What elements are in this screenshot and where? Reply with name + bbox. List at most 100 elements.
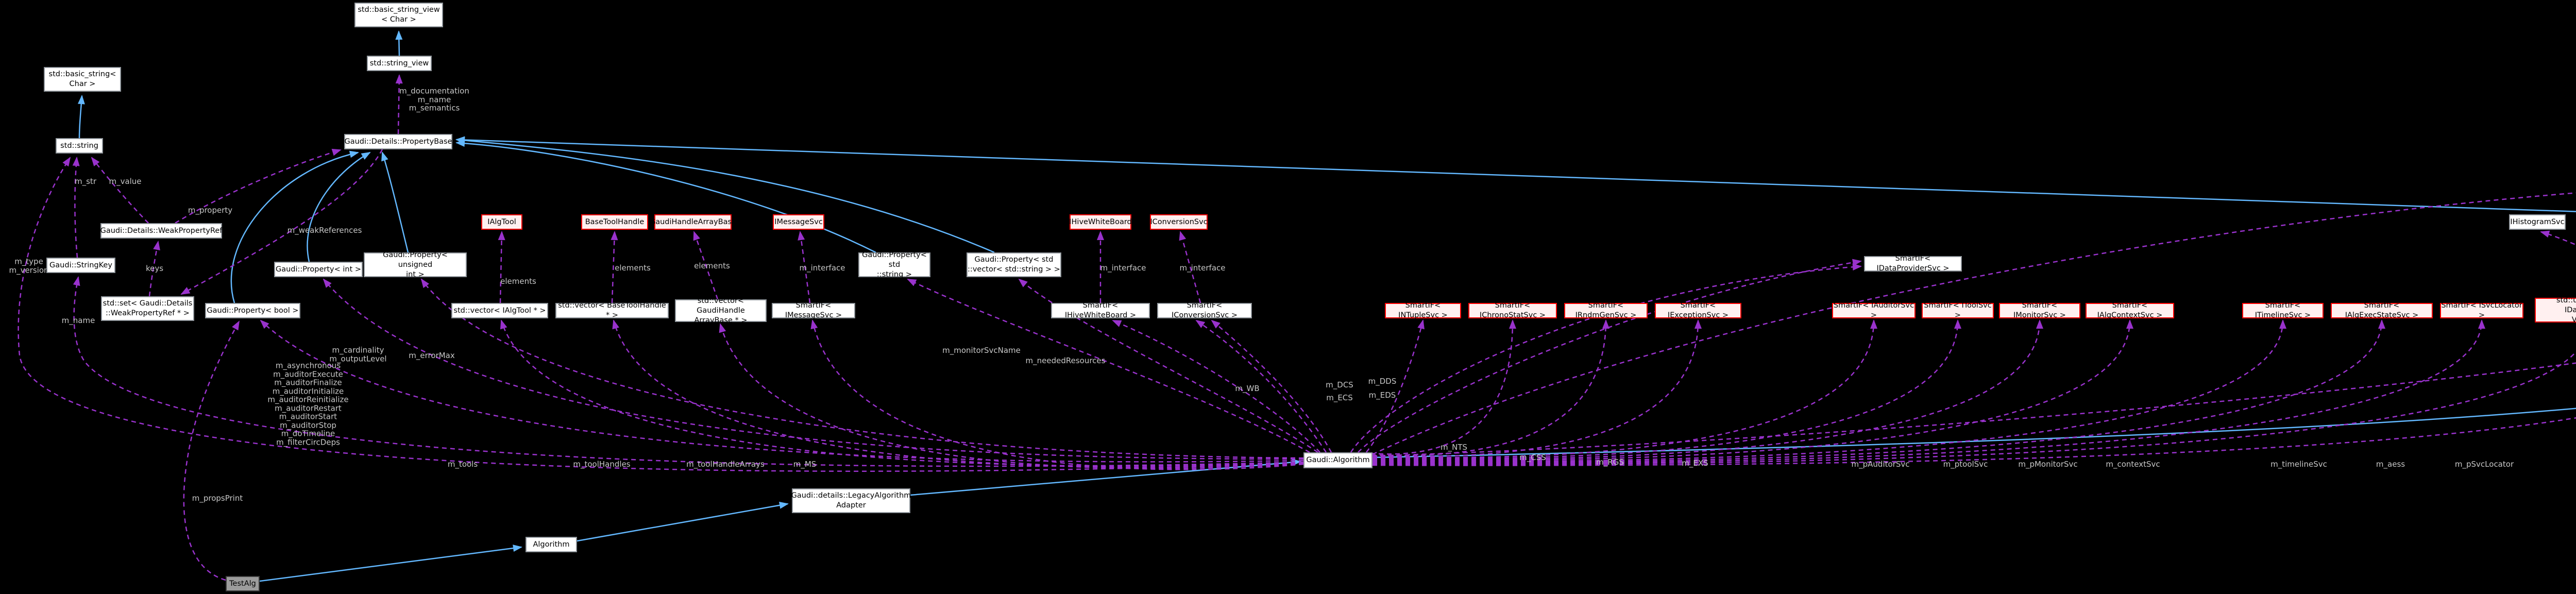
edge-inherit-puint-propertybase — [381, 151, 409, 253]
edge-use-propertybase-stringview — [395, 74, 403, 134]
node-smartif-ihivewhiteboard[interactable]: SmartIF< IHiveWhiteBoard > — [1051, 301, 1150, 319]
node-smartif-ialgcontextsvc[interactable]: SmartIF< IAlgContextSvc > — [2086, 301, 2174, 319]
edge-use-vecialgtool-ialgtool — [498, 231, 505, 303]
node-imessagesvc[interactable]: IMessageSvc — [773, 214, 824, 230]
node-label: SmartIF< INTupleSvc > — [1398, 301, 1448, 319]
node-smartif-iconversionsvc[interactable]: SmartIF< IConversionSvc > — [1157, 301, 1252, 319]
edge-use-algorithm-pvecstring — [1018, 278, 1318, 453]
node-std-vector-ialgtool[interactable]: std::vector< IAlgTool * > — [451, 303, 548, 318]
edge-use-algorithm-uniqueptrdhv — [1372, 351, 2576, 465]
node-label: Gaudi::Algorithm — [1306, 456, 1370, 464]
node-label: std::unique_ptr< IDataHandle Visitor > — [2556, 296, 2576, 324]
edge-use-algorithm-stringkey — [73, 276, 1304, 467]
usage-edges — [18, 74, 2576, 581]
node-label: Gaudi::Property< unsigned int > — [383, 250, 448, 279]
node-gaudi-property-string[interactable]: Gaudi::Property< std ::string > — [858, 250, 930, 279]
edge-use-testalg-pbool — [183, 320, 240, 581]
node-std-vector-gaudihandlearraybase[interactable]: std::vector< GaudiHandle ArrayBase * > — [675, 297, 767, 325]
node-std-basic-string[interactable]: std::basic_string< Char > — [44, 67, 121, 92]
edge-use-vecbth-basetoolhandle — [611, 231, 618, 303]
edge-use-weakpropertyref-propertybase — [175, 148, 342, 224]
node-std-string-view[interactable]: std::string_view — [367, 56, 432, 71]
edge-use-stringkey-string — [72, 157, 80, 258]
node-algorithm[interactable]: Algorithm — [526, 537, 577, 552]
edge-use-algorithm-smartifsvclocator — [1372, 319, 2485, 464]
edge-use-algorithm-smartifcss — [1370, 319, 1516, 455]
node-gaudi-property-unsigned-int[interactable]: Gaudi::Property< unsigned int > — [364, 250, 467, 279]
node-label: Gaudi::Property< std ::string > — [862, 250, 927, 279]
node-smartif-itimelinesvc[interactable]: SmartIF< ITimelineSvc > — [2242, 301, 2324, 319]
edge-use-algorithm-smartiftimeline — [1372, 319, 2286, 462]
node-std-basic-string-view[interactable]: std::basic_string_view < Char > — [354, 3, 443, 27]
node-label: SmartIF< IAlgExecStateSvc > — [2345, 301, 2419, 319]
node-basetoolhandle[interactable]: BaseToolHandle — [581, 214, 648, 230]
edge-use-vecghab-ghab — [693, 231, 719, 300]
edge-inherit-string-basicstring — [77, 95, 85, 139]
node-gaudi-details-weakpropertyref[interactable]: Gaudi::Details::WeakPropertyRef — [100, 223, 222, 239]
node-label: Gaudi::StringKey — [49, 261, 112, 269]
node-std-string[interactable]: std::string — [56, 138, 103, 154]
node-smartif-intuplesvc[interactable]: SmartIF< INTupleSvc > — [1385, 301, 1461, 319]
edge-use-algorithm-pbool — [260, 319, 1304, 463]
edge-use-algorithm-smartifconv-ecs — [1211, 319, 1332, 453]
edge-use-algorithm-smartifalgcontext — [1372, 319, 2133, 462]
node-std-vector-basetoolhandle[interactable]: std::vector< BaseToolHandle * > — [555, 301, 669, 319]
edge-use-algorithm-smartifmonitor — [1372, 319, 2043, 461]
node-label: SmartIF< IMonitorSvc > — [2013, 301, 2066, 319]
node-smartif-isvclocator[interactable]: SmartIF< ISvcLocator > — [2440, 301, 2523, 319]
node-smartif-iauditorsvc[interactable]: SmartIF< IAuditorSvc > — [1832, 301, 1916, 319]
edge-use-algorithm-pstring — [907, 278, 1310, 453]
node-smartif-ichronostatsvc[interactable]: SmartIF< IChronoStatSvc > — [1468, 301, 1557, 319]
node-label: std::string_view — [369, 59, 429, 67]
node-label: std::basic_string_view < Char > — [358, 6, 440, 24]
node-label: IConversionSvc — [1150, 217, 1208, 226]
node-label: Gaudi::details::LegacyAlgorithm Adapter — [791, 491, 911, 510]
node-label: SmartIF< IAuditorSvc > — [1833, 301, 1914, 319]
edge-use-algorithm-smartifaess — [1372, 319, 2385, 463]
node-label: SmartIF< IAlgContextSvc > — [2097, 301, 2163, 319]
node-testalg-current[interactable]: TestAlg — [226, 576, 260, 591]
node-label: TestAlg — [229, 579, 256, 588]
edge-use-algorithm-vecialgtool — [500, 319, 1304, 467]
node-label: Algorithm — [533, 540, 570, 549]
edge-use-algorithm-smartifdps-dds — [1350, 263, 1862, 453]
edge-inherit-pint-propertybase — [307, 151, 371, 262]
node-label: SmartIF< IToolSvc > — [1924, 301, 1992, 319]
node-label: Gaudi::Property< int > — [275, 265, 362, 274]
edge-use-algorithm-smartifrgs — [1371, 319, 1609, 456]
node-ialgtool[interactable]: IAlgTool — [481, 214, 522, 230]
edge-use-algorithm-vecghab — [719, 323, 1304, 469]
node-smartif-imessagesvc[interactable]: SmartIF< IMessageSvc > — [772, 301, 855, 319]
node-iconversionsvc[interactable]: IConversionSvc — [1150, 214, 1208, 230]
node-smartif-irndmgensvc[interactable]: SmartIF< IRndmGenSvc > — [1564, 301, 1648, 319]
node-gaudi-details-legacyalgorithmadapter[interactable]: Gaudi::details::LegacyAlgorithm Adapter — [791, 488, 911, 513]
node-gaudi-property-vector-string[interactable]: Gaudi::Property< std ::vector< std::stri… — [967, 252, 1061, 277]
node-smartif-imonitorsvc[interactable]: SmartIF< IMonitorSvc > — [1999, 301, 2080, 319]
node-ihivewhiteboard[interactable]: IHiveWhiteBoard — [1069, 214, 1132, 230]
node-gaudi-property-int[interactable]: Gaudi::Property< int > — [274, 262, 363, 277]
node-gaudi-details-propertybase[interactable]: Gaudi::Details::PropertyBase — [344, 134, 452, 149]
edge-inherit-pdataobjidcoll-propertybase — [455, 136, 2576, 212]
node-gaudi-algorithm[interactable]: Gaudi::Algorithm — [1303, 452, 1372, 468]
node-label: IAlgTool — [487, 217, 516, 226]
node-label: SmartIF< IRndmGenSvc > — [1575, 301, 1637, 319]
node-label: BaseToolHandle — [585, 217, 645, 226]
node-smartif-iexceptionsvc[interactable]: SmartIF< IExceptionSvc > — [1655, 301, 1741, 319]
edge-use-algorithm-setdataobjid-input — [1372, 192, 2576, 455]
node-label: SmartIF< IMessageSvc > — [785, 301, 842, 319]
node-gaudi-stringkey[interactable]: Gaudi::StringKey — [46, 258, 115, 273]
edge-use-algorithm-smartifwb — [1112, 319, 1320, 453]
node-smartif-idataprovidersvc[interactable]: SmartIF< IDataProviderSvc > — [1864, 254, 1962, 273]
node-gaudihandlearraybase[interactable]: GaudiHandleArrayBase — [650, 214, 736, 230]
node-gaudi-property-bool[interactable]: Gaudi::Property< bool > — [205, 303, 300, 318]
node-ihistogramsvc[interactable]: IHistogramSvc — [2509, 214, 2566, 230]
node-smartif-itoolsvc[interactable]: SmartIF< IToolSvc > — [1922, 301, 1994, 319]
node-std-unique-ptr-idatahandlevisitor[interactable]: std::unique_ptr< IDataHandle Visitor > — [2535, 296, 2576, 324]
edge-use-algorithm-smartifconv-dcs — [1195, 319, 1327, 453]
node-std-set-weakpropertyref[interactable]: std::set< Gaudi::Details ::WeakPropertyR… — [101, 296, 194, 321]
node-smartif-ialgexecstatesvc[interactable]: SmartIF< IAlgExecStateSvc > — [2331, 301, 2433, 319]
node-label: SmartIF< IConversionSvc > — [1171, 301, 1238, 319]
node-label: Gaudi::Property< std ::vector< std::stri… — [968, 256, 1060, 274]
